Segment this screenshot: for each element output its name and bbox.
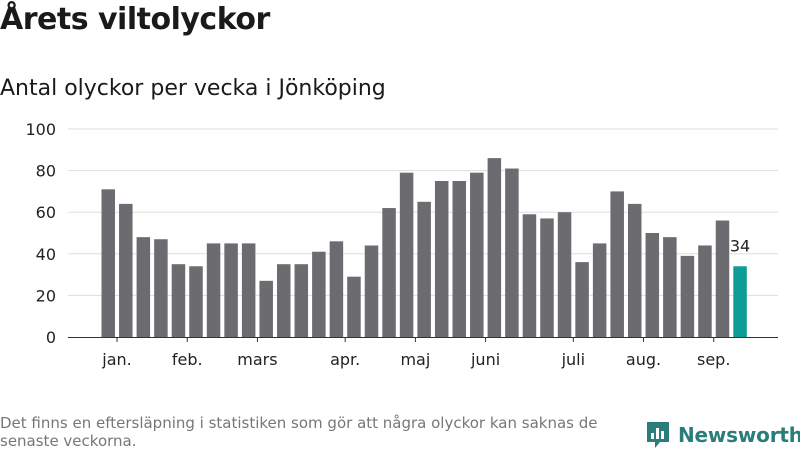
bar	[329, 241, 344, 337]
bars-layer	[101, 158, 747, 337]
bar	[101, 189, 115, 337]
bar	[715, 220, 730, 337]
x-tick-label: apr.	[330, 350, 360, 369]
bar	[592, 243, 607, 337]
bar	[452, 181, 466, 337]
y-tick-label: 80	[36, 162, 56, 181]
newsworthy-bar-chart-icon	[647, 422, 669, 448]
labels-layer: 0 20 40 60 80 100 jan. feb. mars apr. maj juni juli a…	[25, 120, 751, 369]
bar	[470, 172, 484, 337]
bar	[434, 181, 449, 337]
bar-chart: 0 20 40 60 80 100 jan. feb. mars apr. maj juni juli a…	[25, 120, 778, 369]
bar	[610, 191, 624, 337]
bar	[189, 266, 203, 337]
brand-name: Newsworthy	[678, 423, 800, 447]
x-tick-label: feb.	[172, 350, 203, 369]
bar	[382, 208, 396, 337]
bar	[294, 264, 309, 337]
brand-logo-link[interactable]: Newsworthy	[645, 420, 800, 450]
bar	[241, 243, 256, 337]
bar-highlight	[733, 266, 747, 337]
bar	[417, 201, 431, 337]
y-tick-label: 100	[25, 120, 56, 139]
bar	[645, 233, 660, 337]
bar	[136, 237, 151, 337]
chart-title: Årets viltolyckor	[0, 2, 270, 37]
x-tick-label: juni	[470, 350, 500, 369]
bar	[522, 214, 537, 337]
x-tick-label: maj	[400, 350, 430, 369]
bar	[399, 172, 414, 337]
bar	[154, 239, 168, 337]
x-tick-label: mars	[237, 350, 277, 369]
bar	[171, 264, 186, 337]
bar	[347, 276, 361, 337]
bar	[487, 158, 502, 337]
y-tick-label: 0	[46, 328, 56, 347]
highlight-value-label: 34	[730, 236, 750, 255]
bar	[540, 218, 554, 337]
bar	[628, 203, 642, 337]
bar	[680, 255, 695, 337]
bar	[364, 245, 379, 337]
bar	[557, 212, 572, 337]
y-tick-label: 60	[36, 203, 56, 222]
bar	[119, 203, 133, 337]
x-tick-label: juli	[561, 350, 585, 369]
bar	[259, 280, 273, 337]
bar	[698, 245, 712, 337]
x-tick-label: aug.	[626, 350, 661, 369]
chart-subtitle: Antal olyckor per vecka i Jönköping	[0, 76, 386, 101]
bar	[277, 264, 291, 337]
y-tick-label: 40	[36, 245, 56, 264]
bar	[505, 168, 519, 337]
y-tick-label: 20	[36, 286, 56, 305]
bar	[312, 251, 326, 337]
bar	[575, 262, 589, 337]
x-tick-label: sep.	[697, 350, 730, 369]
bar	[663, 237, 677, 337]
bar	[224, 243, 238, 337]
footnote: Det finns en eftersläpning i statistiken…	[0, 414, 598, 450]
bar	[206, 243, 221, 337]
x-tick-label: jan.	[101, 350, 131, 369]
